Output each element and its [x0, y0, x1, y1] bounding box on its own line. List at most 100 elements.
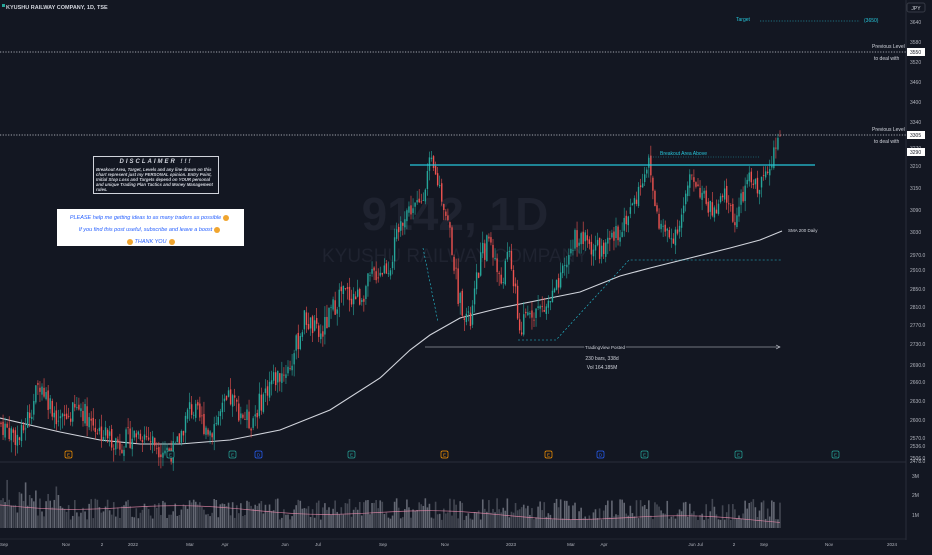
candle-body: [100, 426, 103, 441]
volume-bar: [28, 495, 31, 528]
volume-bar: [119, 517, 121, 528]
event-badge[interactable]: [166, 450, 175, 459]
event-badge-label: E: [834, 453, 837, 458]
volume-bar: [408, 507, 410, 528]
volume-bar: [703, 519, 705, 528]
x-tick-label: Mar: [186, 542, 194, 547]
volume-bar: [309, 516, 312, 528]
volume-bar: [432, 518, 435, 528]
candle-body: [578, 242, 580, 246]
volume-bar: [158, 503, 160, 528]
volume-bar: [424, 498, 427, 528]
candle-body: [570, 248, 572, 254]
candle-body: [469, 312, 472, 327]
volume-bar: [670, 516, 673, 528]
candle-body: [354, 296, 357, 300]
candle-body: [190, 404, 193, 415]
event-badge[interactable]: [347, 450, 356, 459]
candle-body: [598, 237, 601, 259]
volume-bar: [156, 507, 158, 528]
volume-bar: [750, 501, 753, 528]
volume-bar: [53, 499, 56, 528]
volume-bar: [609, 517, 611, 528]
volume-bar: [611, 500, 613, 528]
candle-body: [767, 171, 769, 173]
volume-bar: [506, 498, 509, 528]
x-tick-label: 2023: [506, 542, 517, 547]
volume-bar: [436, 514, 439, 528]
volume-tick-label: 2M: [912, 493, 919, 499]
event-badge[interactable]: [831, 450, 840, 459]
candle-body: [473, 288, 476, 305]
candle-body: [613, 231, 615, 241]
volume-bar: [61, 507, 64, 528]
candle-body: [141, 440, 144, 443]
candle-body: [188, 402, 191, 410]
candle-body: [762, 175, 765, 176]
volume-bar: [771, 500, 773, 528]
candle-body: [313, 320, 316, 331]
event-badge[interactable]: [640, 450, 649, 459]
candle-body: [154, 437, 156, 446]
candle-body: [477, 272, 480, 278]
candle-body: [441, 183, 443, 202]
candle-body: [158, 447, 160, 458]
candle-body: [572, 250, 574, 252]
volume-bar: [707, 518, 710, 528]
volume-bar: [730, 519, 732, 528]
event-badge[interactable]: [64, 450, 73, 459]
event-badge[interactable]: [254, 450, 263, 459]
candle-body: [426, 171, 429, 190]
candle-body: [254, 414, 256, 417]
currency-badge[interactable]: [906, 2, 926, 13]
event-badge[interactable]: [440, 450, 449, 459]
candle-body: [455, 267, 457, 269]
event-badge[interactable]: [544, 450, 553, 459]
candle-body: [771, 165, 773, 168]
volume-bar: [37, 515, 39, 528]
volume-bar: [45, 501, 47, 528]
volume-bar: [291, 516, 293, 528]
y-tick-label: 3030: [910, 230, 921, 236]
volume-bar: [473, 512, 476, 528]
volume-bar: [313, 517, 316, 528]
candle-body: [145, 435, 148, 438]
event-badge[interactable]: [596, 450, 605, 459]
candle-body: [104, 427, 107, 436]
volume-bar: [418, 502, 420, 528]
volume-bar: [0, 500, 2, 528]
volume-bar: [129, 506, 131, 528]
candle-body: [111, 429, 113, 448]
volume-bar: [305, 508, 308, 528]
volume-bar: [693, 511, 695, 528]
candle-body: [270, 380, 273, 385]
range-info-bars: 230 bars, 338d: [585, 356, 619, 362]
candle-body: [365, 286, 367, 299]
candle-body: [416, 200, 418, 203]
volume-bar: [176, 515, 179, 528]
volume-bar: [283, 509, 285, 528]
candle-body: [680, 214, 683, 228]
candle-body: [287, 366, 289, 374]
volume-bar: [178, 515, 181, 528]
event-badge[interactable]: [228, 450, 237, 459]
event-badge[interactable]: [734, 450, 743, 459]
volume-bar: [574, 502, 576, 528]
volume-bar: [285, 514, 287, 528]
volume-bar: [326, 509, 328, 528]
candle-body: [43, 387, 45, 397]
volume-bar: [194, 501, 197, 528]
candle-body: [693, 177, 695, 182]
candle-body: [564, 264, 566, 266]
candle-body: [711, 202, 714, 216]
candle-body: [414, 202, 416, 207]
volume-bar: [279, 519, 281, 528]
candle-body: [682, 205, 685, 214]
volume-bar: [387, 517, 390, 528]
candle-body: [715, 209, 718, 214]
volume-bar: [762, 500, 765, 528]
chart-title: KYUSHU RAILWAY COMPANY, 1D, TSE: [6, 5, 108, 11]
candle-body: [502, 282, 504, 283]
candle-body: [496, 258, 498, 273]
